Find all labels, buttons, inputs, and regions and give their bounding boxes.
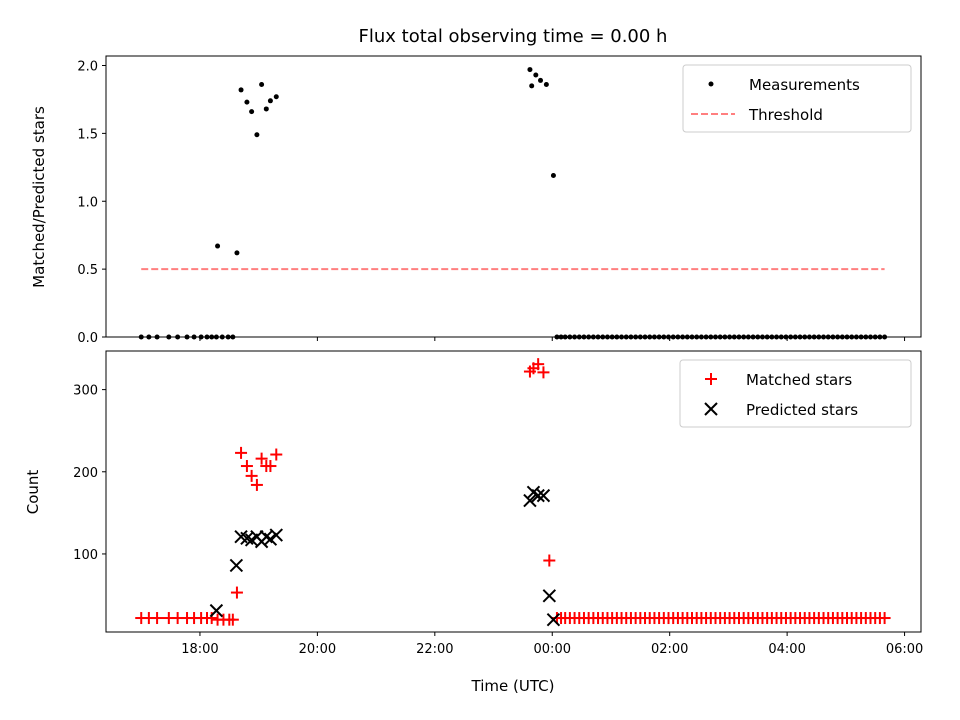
x-tick-label: 00:00 — [534, 642, 571, 657]
matched-star-point — [245, 469, 258, 482]
predicted-star-point — [536, 488, 551, 503]
matched-star-point — [878, 612, 891, 625]
predicted-star-point — [209, 603, 224, 618]
x-tick-label: 18:00 — [181, 642, 218, 657]
top-plot-frame — [105, 55, 922, 338]
y-tick-label: 2.0 — [77, 60, 98, 75]
matched-star-point — [532, 358, 545, 371]
measurement-point — [273, 94, 279, 100]
bottom-legend: Matched stars Predicted stars — [679, 359, 912, 428]
matched-star-point — [264, 460, 277, 473]
measurement-point — [215, 243, 221, 249]
measurement-point — [550, 172, 556, 178]
top-legend-box — [682, 64, 912, 133]
y-tick-label: 0.5 — [77, 263, 98, 278]
matched-star-point — [255, 452, 268, 465]
legend-matched-label: Matched stars — [746, 371, 852, 389]
legend-predicted-label: Predicted stars — [746, 401, 858, 419]
legend-matched-marker — [705, 373, 717, 385]
bottom-plot-frame — [105, 350, 922, 633]
predicted-star-point — [542, 589, 557, 603]
x-tick-label: 22:00 — [416, 642, 453, 657]
legend-threshold-label: Threshold — [748, 106, 823, 124]
measurement-point — [533, 72, 539, 78]
x-tick-label: 20:00 — [299, 642, 336, 657]
measurement-point — [238, 87, 244, 93]
y-tick-label: 200 — [73, 466, 98, 481]
x-tick-label: 04:00 — [768, 642, 805, 657]
matched-star-point — [537, 366, 550, 379]
measurement-point — [267, 98, 273, 104]
measurement-point — [529, 83, 535, 89]
x-axis-label: Time (UTC) — [471, 677, 555, 695]
predicted-star-point — [523, 493, 537, 508]
predicted-star-point — [229, 558, 244, 573]
predicted-star-point — [269, 528, 283, 542]
chart-title: Flux total observing time = 0.00 h — [359, 26, 668, 47]
legend-measurements-label: Measurements — [749, 76, 860, 94]
bottom-plot-area — [135, 358, 891, 627]
matched-star-point — [250, 478, 263, 491]
x-tick-label: 02:00 — [651, 642, 688, 657]
measurement-point — [538, 77, 544, 83]
measurement-point — [234, 250, 240, 256]
measurement-point — [254, 132, 260, 138]
predicted-star-point — [546, 612, 561, 627]
measurement-point — [527, 67, 533, 73]
y-tick-label: 0.0 — [77, 331, 98, 346]
legend-predicted-marker — [704, 402, 718, 416]
y-tick-label: 1.0 — [77, 195, 98, 210]
bottom-legend-box — [679, 359, 912, 428]
y-tick-label: 1.5 — [77, 127, 98, 142]
top-y-axis-label: Matched/Predicted stars — [30, 106, 48, 288]
x-tick-label: 06:00 — [886, 642, 923, 657]
measurement-point — [263, 106, 269, 112]
matched-star-point — [543, 554, 556, 567]
y-tick-label: 300 — [73, 384, 98, 399]
matched-star-point — [151, 612, 164, 625]
measurement-point — [249, 109, 255, 115]
bottom-axis-ticks: 100 200 300 18:00 20:00 22:00 00:00 02:00 04:00 0… — [73, 384, 923, 657]
y-tick-label: 100 — [73, 548, 98, 563]
measurement-point — [259, 82, 265, 88]
predicted-star-point — [531, 488, 545, 503]
matched-star-point — [270, 448, 283, 461]
matched-star-point — [230, 586, 243, 599]
matched-star-point — [226, 613, 239, 626]
top-legend: Measurements Threshold — [682, 64, 912, 133]
top-axis-ticks: 0.0 0.5 1.0 1.5 2.0 — [77, 60, 906, 346]
measurement-point — [244, 99, 250, 105]
measurement-point — [543, 82, 549, 88]
matched-star-point — [240, 460, 253, 473]
legend-measurements-marker — [708, 81, 714, 87]
predicted-star-point — [263, 532, 278, 546]
matched-star-point — [235, 446, 248, 459]
bottom-y-axis-label: Count — [24, 470, 42, 515]
